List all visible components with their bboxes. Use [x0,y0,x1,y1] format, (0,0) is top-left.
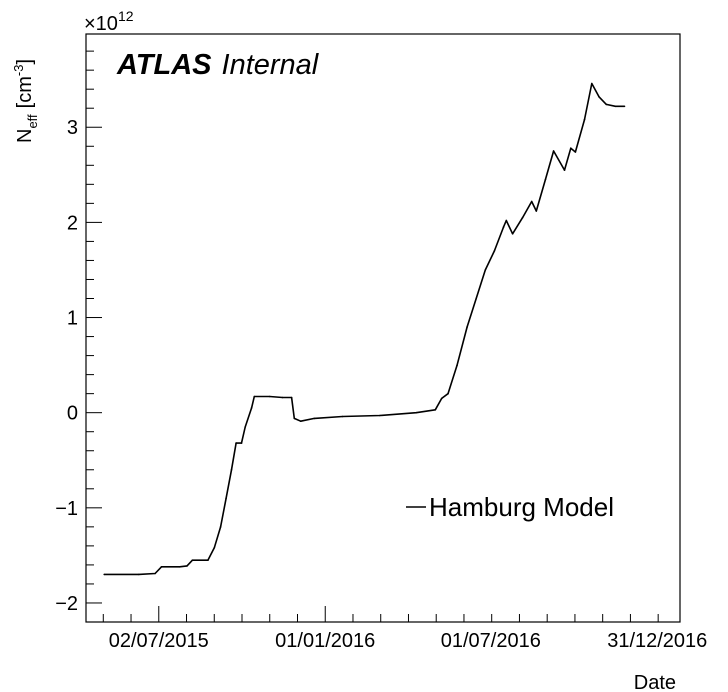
data-point [434,409,437,411]
data-point [552,150,555,152]
data-point [219,526,222,528]
data-point [240,442,243,444]
data-point [544,178,547,181]
x-tick-label: 31/12/2016 [607,630,707,652]
y-tick-label: −1 [55,498,78,520]
status-label: Internal [222,49,320,81]
x-tick-label: 02/07/2015 [109,630,209,652]
data-point [598,96,600,98]
data-point [341,415,344,418]
data-point [605,103,608,106]
data-point [484,269,487,271]
data-point [521,216,524,219]
data-point [530,200,533,203]
data-point [138,573,140,576]
data-point [178,566,181,568]
y-tick-label: 0 [67,403,78,425]
data-point [253,395,256,398]
data-point [299,420,302,423]
data-point [447,392,449,395]
data-point [268,395,271,398]
data-point [186,565,188,567]
y-axis-title-unit: [cm [14,76,36,108]
y-axis-title-sub: eff [25,114,40,129]
data-point [250,407,253,409]
y-tick-label: 3 [67,117,78,139]
data-point [466,326,468,328]
data-point [207,559,209,561]
plot-frame [85,33,681,623]
y-tick-label: 1 [67,308,78,330]
data-point [281,396,284,399]
data-point [313,417,316,420]
data-point [623,105,626,108]
x-axis-title: Date [634,672,676,692]
legend-label-hamburg-model: Hamburg Model [429,492,614,522]
y-multiplier: ×1012 [84,8,134,35]
data-point [293,417,296,420]
data-point [103,573,105,576]
data-point [475,297,478,300]
data-point [191,559,194,561]
legend: Hamburg Model [406,492,614,522]
data-point [235,442,237,444]
data-point [213,547,216,549]
data-point [456,364,458,366]
data-point [511,233,514,235]
data-point [563,169,566,171]
y-axis-title-unit-close: ] [14,59,36,65]
y-multiplier-exp: 12 [118,8,134,24]
x-tick-label: 01/07/2016 [441,630,541,652]
series-layer [103,82,626,576]
data-point [502,226,505,228]
x-tick-label: 01/01/2016 [275,630,375,652]
data-point [290,396,293,399]
x-axis-ticks: 02/07/2015 01/01/2016 01/07/2016 31/12/2016 [102,606,707,652]
atlas-label: ATLAS Internal [116,49,320,81]
data-point [614,105,617,108]
data-point [570,147,572,149]
y-tick-label: −2 [55,593,78,615]
data-point [225,497,227,500]
data-point [415,411,418,414]
data-point [535,210,538,212]
data-point [583,118,586,121]
data-point [244,426,246,428]
y-axis-ticks: −2 −1 0 1 2 3 [55,50,102,623]
y-axis-title-unit-exp: -3 [11,65,26,77]
y-axis-title-main: N [14,129,36,143]
experiment-label: ATLAS [116,49,212,81]
data-point [230,469,233,471]
data-point [160,566,163,568]
data-point [591,82,593,85]
y-tick-label: 2 [67,212,78,234]
data-point [493,250,496,252]
y-axis-title: Neff [cm-3] [11,59,40,143]
data-point [379,414,381,417]
data-point [440,397,443,400]
data-point [574,151,577,153]
data-point [154,572,156,575]
data-point [505,219,508,222]
y-multiplier-prefix: ×10 [84,13,118,35]
